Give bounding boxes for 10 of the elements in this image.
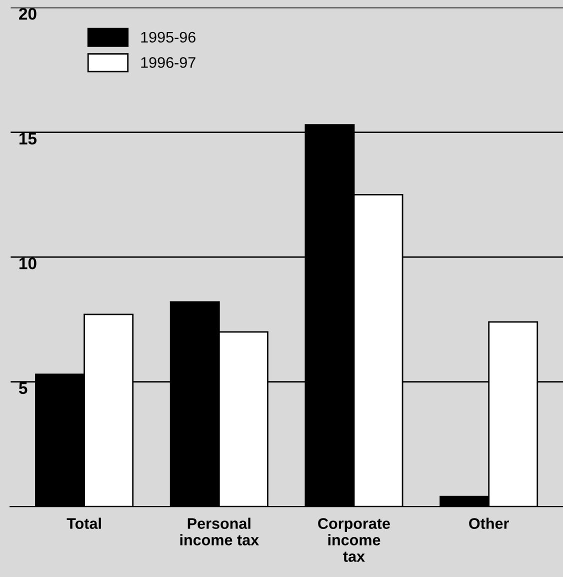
y-tick-label: 20 [19, 8, 36, 20]
x-tick-label: Total [66, 518, 101, 529]
y-tick-label: 15 [20, 132, 37, 145]
y-tick-label: 10 [20, 257, 36, 270]
legend-label: 1995-96 [141, 32, 196, 43]
x-tick-label: Other [469, 518, 509, 529]
x-tick-label: Personal income tax [180, 518, 259, 546]
y-tick-label: 5 [18, 382, 28, 394]
legend-label: 1996-97 [141, 57, 196, 68]
x-tick-label: Corporate income tax [318, 518, 390, 562]
